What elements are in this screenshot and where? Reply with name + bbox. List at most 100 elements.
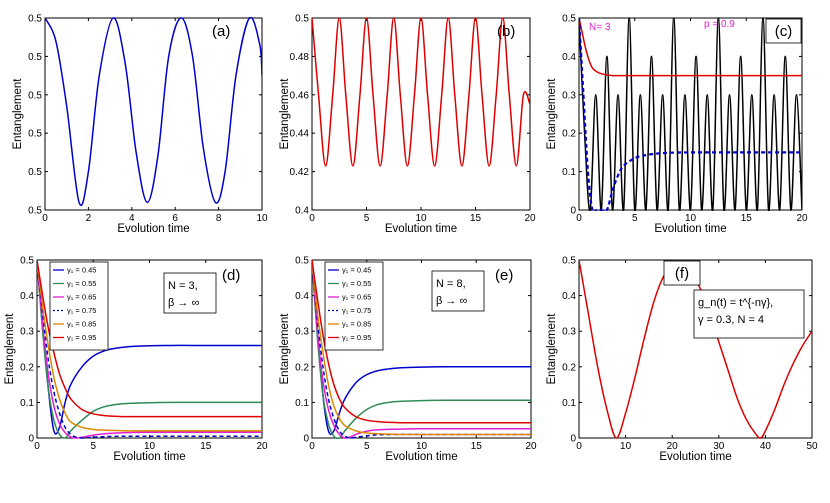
x-tick-label: 0 [309,213,315,224]
note-box [693,289,805,339]
series-line [37,259,262,432]
panel-e: 0 5 10 15 20 0 0.1 0.2 0.3 0.4 0.5 Evolution time En… [279,256,537,464]
x-tick-label: 5 [364,213,370,224]
x-tick-label: 10 [416,441,428,452]
y-tick-label: 0.1 [562,398,576,409]
legend-entry: γ₁ = 0.85 [67,320,96,329]
x-tick-label: 0 [42,213,48,224]
y-tick-label: 0.5 [562,14,576,25]
y-tick-label: 0.5 [295,14,309,25]
y-tick-label: 0.3 [562,90,576,101]
legend-entry: γ₁ = 0.65 [67,293,96,302]
y-tick-label: 0.1 [562,167,576,178]
x-tick-label: 20 [667,441,679,452]
x-tick-label: 10 [415,213,427,224]
series-line [45,17,262,206]
legend-box [324,261,384,351]
y-tick-label: 0.4 [295,291,309,302]
series-line [312,259,531,439]
y-tick-label: 0.5 [295,256,309,267]
y-tick-label: 0.4 [295,206,309,217]
y-tick-label: 0 [303,434,309,445]
legend-entry: γ₁ = 0.55 [67,279,96,288]
y-tick-label: 0.5 [28,14,42,25]
y-tick-label: 0 [570,434,576,445]
y-tick-label: 0.3 [562,327,576,338]
x-tick-label: 10 [620,441,632,452]
x-axis-label: Evolution time [659,451,731,463]
legend-box [49,261,109,351]
panel-label: (d) [222,267,240,284]
y-tick-label: 0.2 [295,362,309,373]
note-box [163,272,217,314]
y-tick-label: 0.4 [562,291,576,302]
x-tick-label: 20 [256,441,268,452]
plot-frame [578,17,803,211]
legend-entry: γ₁ = 0.55 [342,279,371,288]
panel-label: (c) [775,23,793,40]
y-tick-label: 0.1 [20,398,34,409]
y-tick-label: 0.42 [290,167,310,178]
y-axis-label: Entanglement [546,78,558,150]
x-tick-label: 10 [144,441,156,452]
x-tick-label: 5 [90,441,96,452]
panel-label: (f) [675,265,689,282]
series-line [312,259,531,439]
x-tick-label: 0 [309,441,315,452]
note-line-1: N = 8, [436,278,466,290]
x-tick-label: 15 [200,441,212,452]
y-tick-label: 0 [570,206,576,217]
series-line [579,17,802,77]
panel-label: (a) [212,23,230,40]
legend-entry: γ₁ = 0.45 [342,266,371,275]
y-tick-label: 0.5 [28,206,42,217]
panel-c: 0 5 10 15 20 0 0.1 0.2 0.3 0.4 0.5 Evolution time En… [546,14,808,236]
x-axis-label: Evolution time [117,223,189,235]
series-line [312,259,531,424]
x-tick-label: 30 [713,441,725,452]
plot-frame [44,17,263,211]
y-tick-label: 0.1 [295,398,309,409]
y-axis-label: Entanglement [12,78,24,150]
x-tick-label: 4 [129,213,135,224]
series-line [312,17,530,167]
x-tick-label: 2 [86,213,92,224]
y-tick-label: 0.2 [562,129,576,140]
panel-a: 0 2 4 6 8 10 0.5 0.5 0.5 0.5 0.5 0.5 Evolution time E… [12,14,268,236]
x-tick-label: 0 [576,213,582,224]
panel-label: (b) [497,23,515,40]
series-group [579,259,812,439]
series-line [37,259,262,439]
plot-frame [578,259,813,439]
series-group [579,17,802,211]
y-axis-label: Entanglement [279,78,291,150]
y-axis-label: Entanglement [546,313,558,385]
note-line-2: β → ∞ [168,297,199,309]
y-axis-label: Entanglement [4,313,16,385]
y-tick-label: 0.44 [290,129,310,140]
note-line-1: N = 3, [168,280,198,292]
y-tick-label: 0.5 [562,256,576,267]
y-tick-label: 0.4 [20,291,34,302]
series-group [312,259,531,439]
legend-entry: γ₁ = 0.95 [342,333,371,342]
x-tick-label: 20 [796,213,808,224]
y-tick-label: 0 [28,434,34,445]
y-axis-label: Entanglement [279,313,291,385]
x-tick-label: 50 [806,441,818,452]
y-tick-label: 0.48 [290,52,310,63]
x-tick-label: 5 [364,441,370,452]
y-tick-label: 0.5 [28,90,42,101]
y-tick-label: 0.3 [20,327,34,338]
panel-label: (e) [495,267,513,284]
y-tick-label: 0.4 [562,52,576,63]
series-group [312,17,530,167]
legend-entry: γ₁ = 0.45 [67,266,96,275]
note-line-2: γ = 0.3, N = 4 [698,314,764,326]
x-tick-label: 8 [216,213,222,224]
x-tick-label: 20 [525,441,537,452]
legend-entry: γ₁ = 0.95 [67,333,96,342]
y-tick-label: 0.5 [20,256,34,267]
plot-frame [311,17,531,211]
panel-f: 0 10 20 30 40 50 0 0.1 0.2 0.3 0.4 0.5 Evolution tim… [546,256,818,464]
